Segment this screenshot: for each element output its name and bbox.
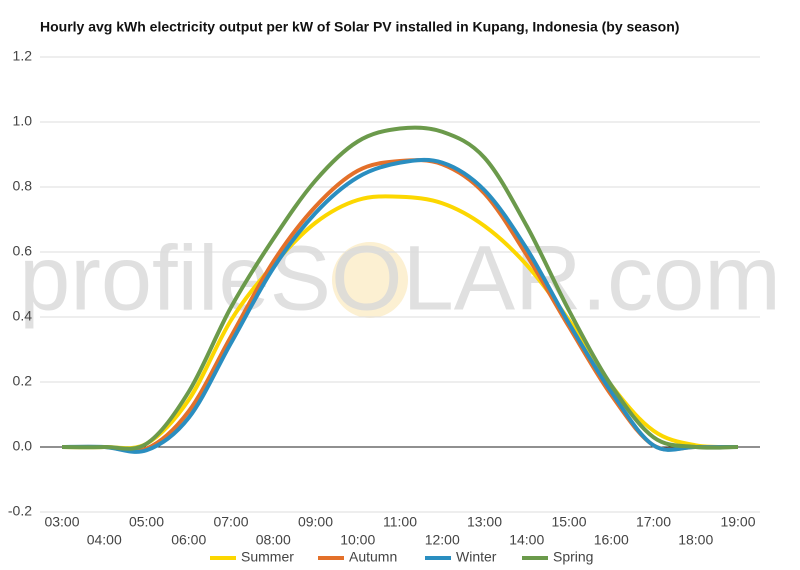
x-tick-label: 16:00 — [594, 532, 629, 548]
watermark-sun — [332, 242, 408, 318]
y-tick-label: 0.6 — [13, 243, 33, 259]
x-tick-label: 07:00 — [213, 514, 248, 530]
x-tick-label: 13:00 — [467, 514, 502, 530]
y-tick-label: 0.8 — [13, 178, 33, 194]
x-tick-label: 10:00 — [340, 532, 375, 548]
x-tick-label: 14:00 — [509, 532, 544, 548]
legend-label: Spring — [553, 549, 593, 565]
x-tick-label: 04:00 — [87, 532, 122, 548]
x-tick-label: 09:00 — [298, 514, 333, 530]
x-tick-label: 18:00 — [678, 532, 713, 548]
series-line — [61, 125, 739, 451]
y-tick-label: -0.2 — [8, 503, 32, 519]
x-tick-label: 19:00 — [720, 514, 755, 530]
chart-title: Hourly avg kWh electricity output per kW… — [40, 19, 679, 35]
series-line — [61, 157, 739, 454]
legend-label: Summer — [241, 549, 294, 565]
y-tick-label: 1.2 — [13, 48, 33, 64]
x-tick-label: 12:00 — [425, 532, 460, 548]
watermark: profileSOLAR.com — [19, 227, 781, 329]
x-tick-label: 08:00 — [256, 532, 291, 548]
x-tick-label: 17:00 — [636, 514, 671, 530]
x-tick-label: 06:00 — [171, 532, 206, 548]
y-tick-label: 0.2 — [13, 373, 33, 389]
x-tick-label: 05:00 — [129, 514, 164, 530]
y-tick-label: 0.0 — [13, 438, 33, 454]
y-tick-label: 1.0 — [13, 113, 33, 129]
x-tick-label: 15:00 — [551, 514, 586, 530]
legend-label: Autumn — [349, 549, 397, 565]
x-tick-label: 03:00 — [44, 514, 79, 530]
y-tick-label: 0.4 — [13, 308, 33, 324]
legend-label: Winter — [456, 549, 497, 565]
x-tick-label: 11:00 — [383, 514, 417, 530]
